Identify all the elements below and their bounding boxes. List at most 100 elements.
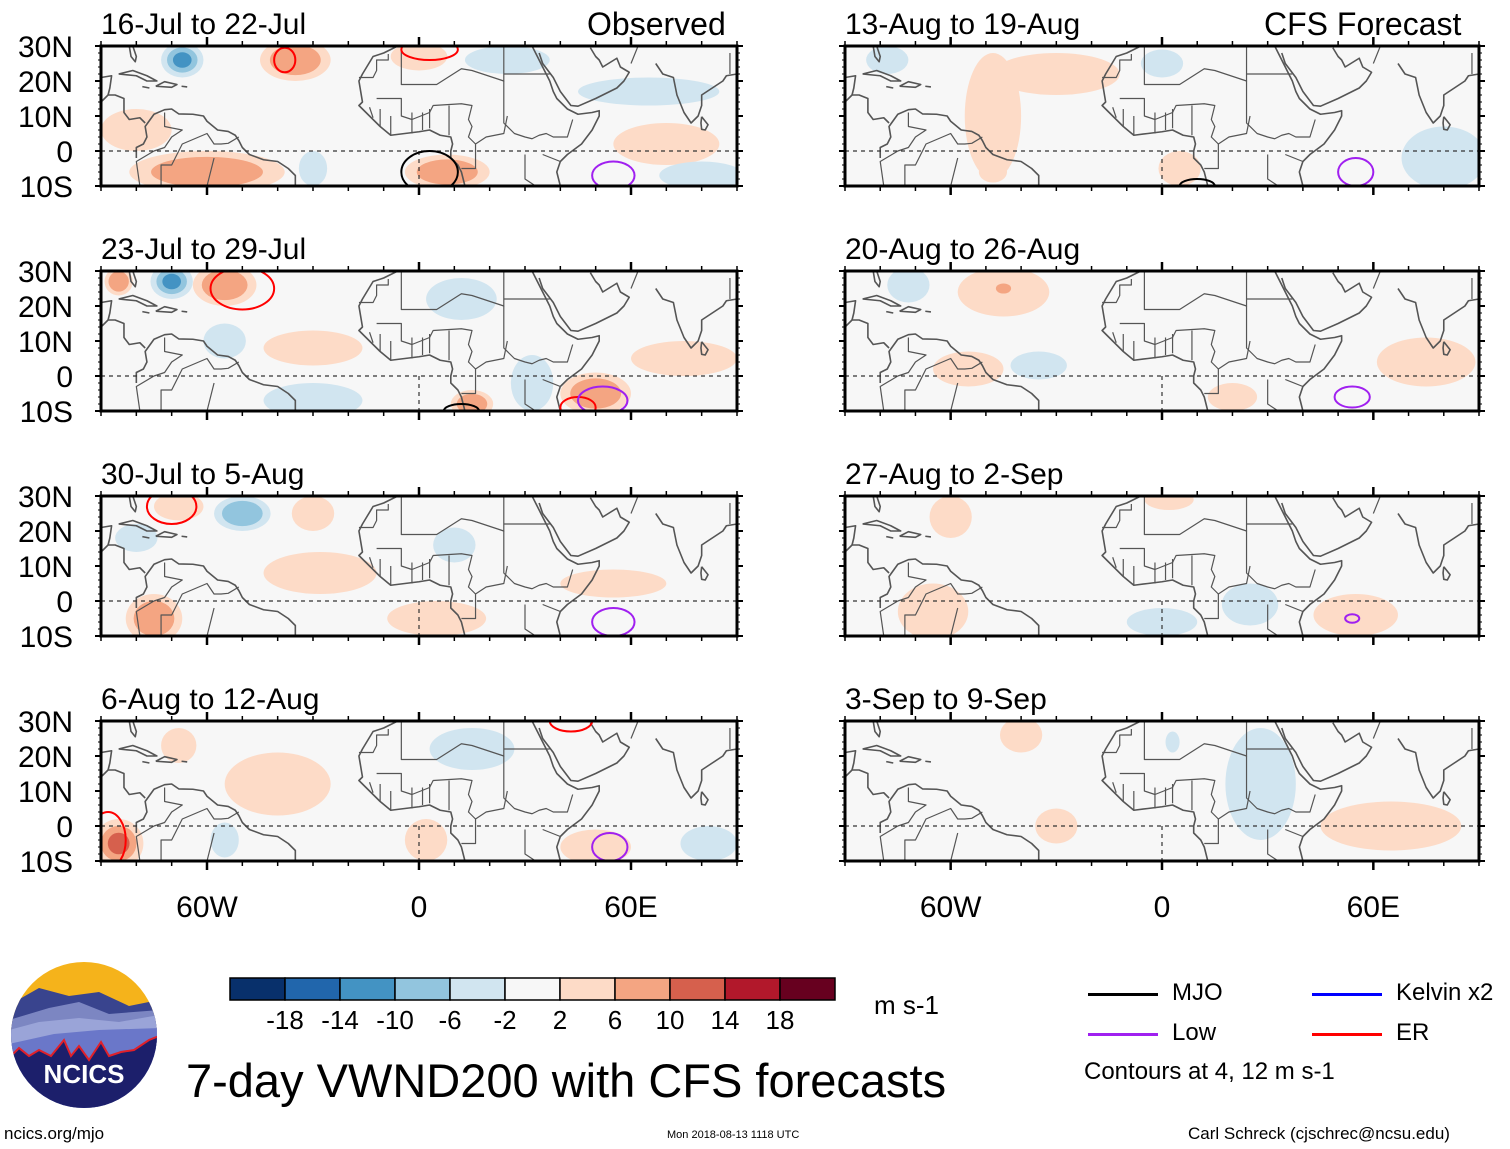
country-border	[376, 547, 476, 595]
anomaly-shading	[416, 159, 478, 185]
coastline	[142, 310, 150, 314]
y-tick-label: 10S	[20, 846, 73, 879]
country-border	[524, 379, 536, 411]
country-border	[1267, 604, 1279, 636]
legend-label: Kelvin x2	[1396, 979, 1494, 1006]
y-tick-label: 10S	[20, 396, 73, 429]
contour-low	[1333, 385, 1371, 409]
colorbar: -18 -14 -10 -6 -2 2 6 10 14 18	[229, 977, 836, 1035]
map-panel: 27-Aug to 2-Sep	[839, 458, 1485, 645]
panel-background	[845, 271, 1479, 411]
anomaly-shading	[578, 77, 720, 106]
country-border	[929, 157, 959, 186]
country-border	[1267, 829, 1279, 861]
coastline	[155, 80, 178, 89]
coastline	[101, 94, 146, 124]
coastline	[101, 524, 113, 546]
coastline	[1280, 47, 1373, 107]
coastline	[538, 722, 631, 783]
country-border	[1245, 81, 1316, 140]
anomaly-shading	[1010, 351, 1067, 380]
legend-label: MJO	[1172, 979, 1223, 1006]
contour-mjo	[400, 150, 459, 186]
colorbar-tick-label: 2	[553, 1005, 567, 1035]
coastline	[1442, 566, 1451, 581]
coastline	[128, 496, 138, 513]
contour-er	[400, 46, 459, 61]
x-tick-label: 0	[411, 891, 428, 924]
country-border	[929, 832, 959, 861]
coastline	[181, 310, 188, 313]
coastline	[655, 738, 737, 799]
coastline	[872, 271, 882, 288]
y-tick-label: 0	[56, 586, 73, 619]
anomaly-shading	[613, 123, 720, 165]
country-border	[904, 807, 983, 861]
coastline	[135, 558, 297, 636]
contour-low	[591, 832, 629, 861]
panel-title: 30-Jul to 5-Aug	[101, 458, 304, 491]
coastline	[142, 535, 150, 539]
y-tick-label: 20N	[18, 66, 73, 99]
coastline	[899, 530, 922, 539]
colorbar-swatch	[669, 977, 726, 1001]
colorbar-tick-label: -6	[438, 1005, 461, 1035]
anomaly-shading	[162, 273, 181, 290]
y-tick-label: 20N	[18, 741, 73, 774]
anomaly-shading	[224, 752, 331, 816]
coastline	[845, 299, 857, 321]
country-border	[1119, 547, 1219, 595]
anomaly-shading	[210, 822, 239, 858]
country-border	[1245, 756, 1316, 815]
y-tick-label: 30N	[18, 256, 73, 289]
panel-content	[101, 46, 737, 186]
country-border	[630, 271, 639, 289]
coastline	[1442, 116, 1451, 131]
colorbar-tick-label: 14	[711, 1005, 740, 1035]
coastline	[655, 513, 737, 574]
coastline	[899, 80, 922, 89]
country-border	[503, 81, 574, 140]
anomaly-shading	[429, 728, 515, 770]
anomaly-shading	[1376, 337, 1476, 387]
country-border	[1412, 496, 1413, 497]
country-border	[904, 357, 983, 411]
coastline	[700, 341, 709, 356]
country-border	[1119, 772, 1219, 820]
country-border	[630, 496, 639, 514]
contour-low	[577, 385, 629, 411]
legend-label: ER	[1396, 1019, 1430, 1046]
country-border	[368, 782, 374, 793]
coastline	[1397, 513, 1479, 574]
coastline	[886, 535, 894, 539]
country-border	[503, 306, 574, 365]
x-tick-label: 60E	[604, 891, 657, 924]
coastline	[101, 544, 146, 574]
footer-url[interactable]: ncics.org/mjo	[4, 1124, 105, 1143]
coastline	[101, 299, 113, 321]
coastline	[1280, 272, 1373, 333]
panel-content	[845, 46, 1479, 186]
country-border	[185, 607, 215, 636]
country-border	[1204, 340, 1251, 395]
coastline	[879, 108, 1040, 186]
anomaly-shading	[1207, 383, 1258, 411]
colorbar-swatch	[449, 977, 506, 1001]
coastline	[155, 755, 178, 764]
anomaly-shading	[387, 601, 487, 636]
coastline	[118, 519, 158, 532]
coastline	[655, 63, 737, 124]
country-border	[879, 337, 927, 411]
contour-low	[591, 160, 636, 186]
colorbar-tick-label: 18	[766, 1005, 795, 1035]
coastline	[845, 319, 890, 349]
coastline	[538, 272, 631, 333]
anomaly-shading	[1165, 731, 1180, 753]
coastline	[101, 319, 146, 349]
y-tick-label: 10N	[18, 551, 73, 584]
legend-swatch-er	[1312, 1033, 1382, 1036]
panel-content	[101, 721, 737, 861]
colorbar-swatch	[504, 977, 561, 1001]
anomaly-shading	[201, 271, 248, 301]
